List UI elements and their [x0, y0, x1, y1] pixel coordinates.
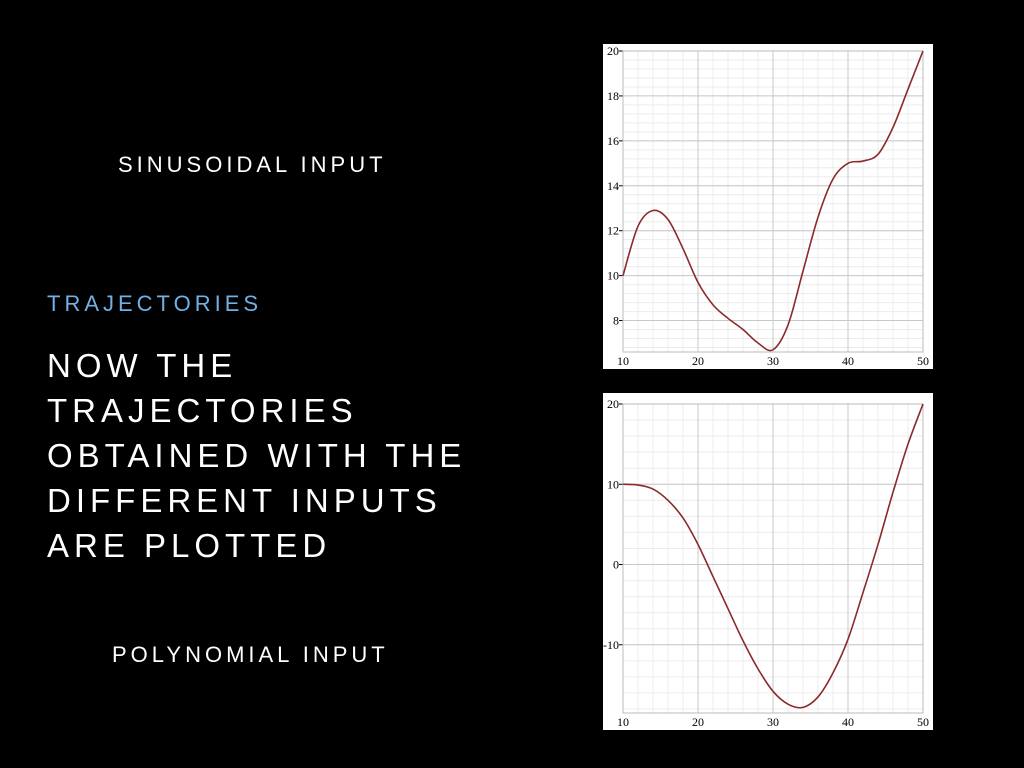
y-tick-label: 16: [607, 134, 619, 148]
y-tick-label: 12: [607, 224, 619, 238]
x-tick-label: 50: [917, 354, 929, 368]
headline-line: TRAJECTORIES: [47, 392, 358, 429]
x-tick-label: 20: [692, 715, 704, 729]
sinusoidal-trajectory-chart: 10 20 30 40 50 8 10 12 14 16 18 20: [603, 44, 933, 369]
trajectory-line: [622, 403, 924, 709]
y-tick-label: -10: [603, 638, 619, 652]
y-tick-label: 8: [613, 314, 619, 328]
headline-line: ARE PLOTTED: [47, 527, 332, 564]
plot-frame: [622, 50, 924, 353]
y-tick-label: 10: [607, 477, 619, 491]
y-tick-label: 20: [607, 44, 619, 58]
x-tick-label: 50: [917, 715, 929, 729]
y-tick-label: 18: [607, 89, 619, 103]
headline-line: DIFFERENT INPUTS: [47, 482, 442, 519]
x-tick-label: 40: [842, 354, 854, 368]
x-tick-label: 10: [617, 354, 629, 368]
x-tick-label: 30: [767, 354, 779, 368]
x-tick-label: 40: [842, 715, 854, 729]
y-tick-label: 20: [607, 397, 619, 411]
polynomial-input-label: POLYNOMIAL INPUT: [112, 642, 389, 667]
y-tick-label: 14: [607, 179, 619, 193]
x-tick-label: 20: [692, 354, 704, 368]
sinusoidal-input-label: SINUSOIDAL INPUT: [118, 152, 387, 177]
trajectory-line: [622, 50, 924, 352]
x-tick-label: 10: [617, 715, 629, 729]
polynomial-trajectory-chart: 10 20 30 40 50 -10 0 10 20: [603, 393, 933, 730]
x-tick-label: 30: [767, 715, 779, 729]
section-title: TRAJECTORIES: [47, 291, 263, 316]
headline: NOW THE TRAJECTORIES OBTAINED WITH THE D…: [47, 343, 517, 568]
y-tick-label: 0: [613, 558, 619, 572]
plot-frame: [622, 403, 924, 714]
y-tick-label: 10: [607, 269, 619, 283]
headline-line: OBTAINED WITH THE: [47, 437, 467, 474]
headline-line: NOW THE: [47, 347, 238, 384]
